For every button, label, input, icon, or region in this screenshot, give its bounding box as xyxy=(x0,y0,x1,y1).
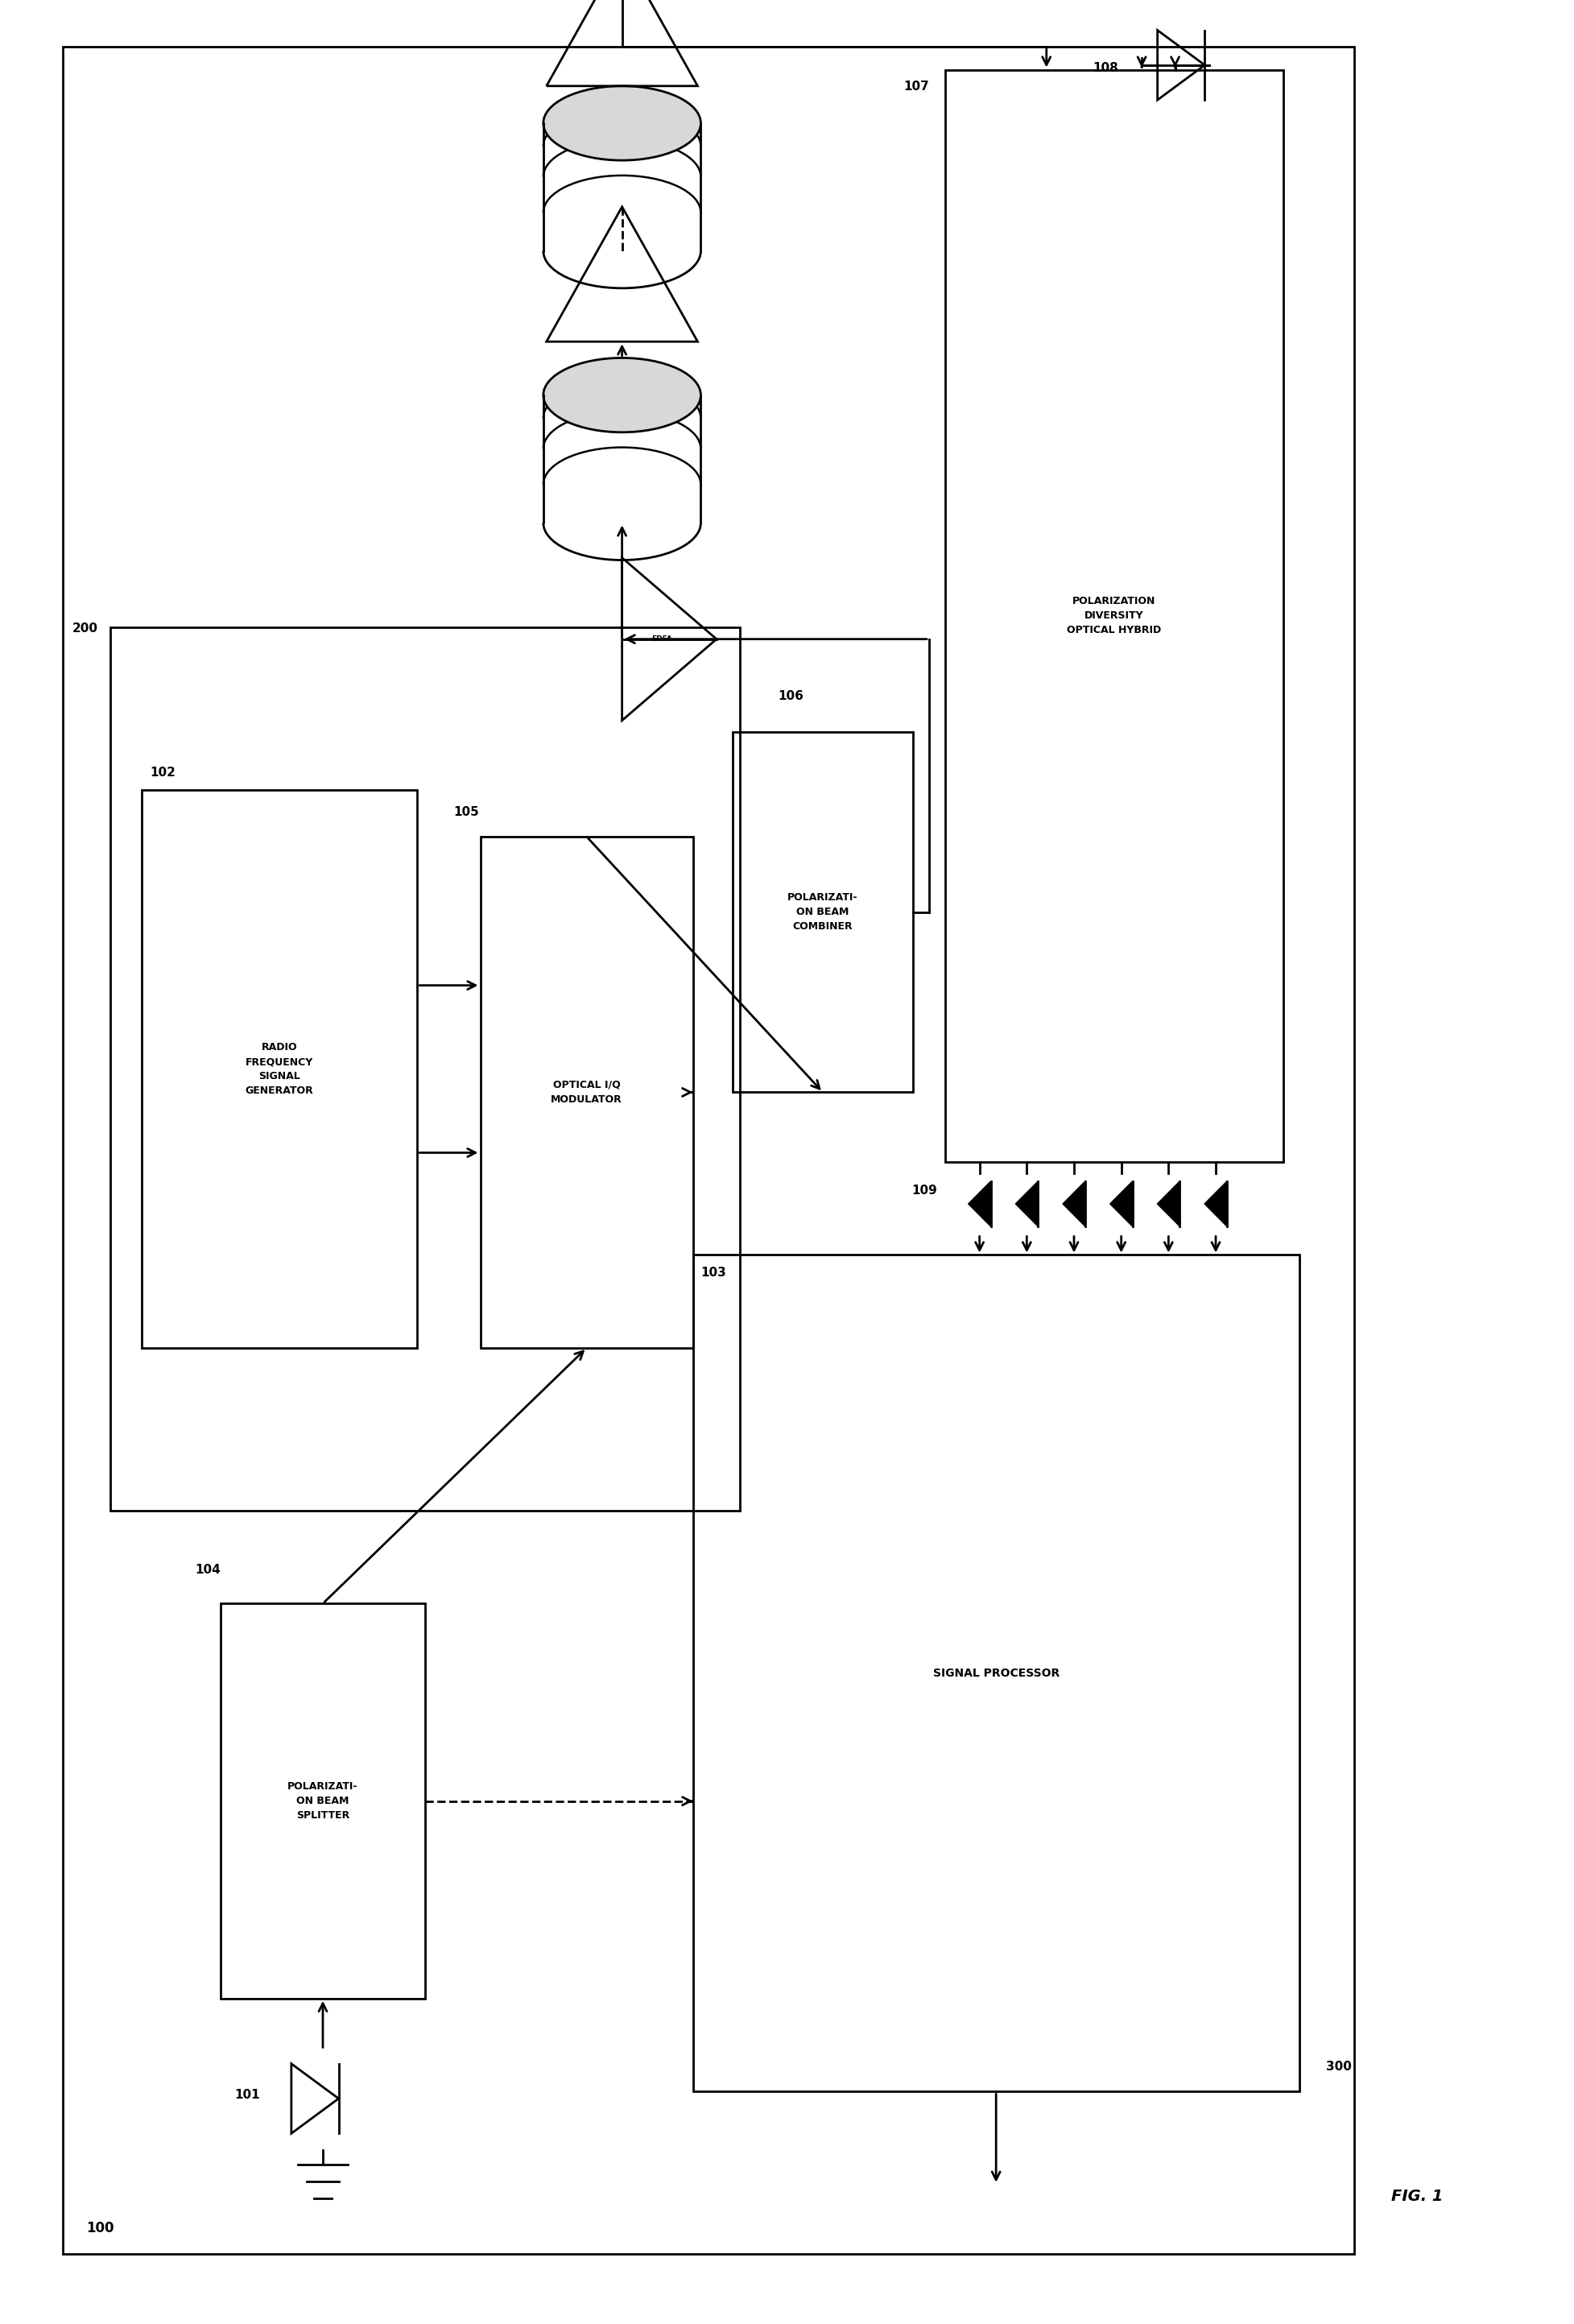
Text: 104: 104 xyxy=(195,1564,220,1576)
Text: 108: 108 xyxy=(1092,63,1118,74)
Text: 100: 100 xyxy=(87,2222,115,2236)
Bar xyxy=(944,70,1283,1162)
Bar xyxy=(480,837,693,1348)
Polygon shape xyxy=(1204,1181,1226,1227)
Ellipse shape xyxy=(543,86,700,160)
Text: 101: 101 xyxy=(235,2089,260,2101)
Polygon shape xyxy=(1110,1181,1132,1227)
Text: 106: 106 xyxy=(778,690,803,702)
Bar xyxy=(142,790,417,1348)
Polygon shape xyxy=(1062,1181,1084,1227)
Text: POLARIZATION
DIVERSITY
OPTICAL HYBRID: POLARIZATION DIVERSITY OPTICAL HYBRID xyxy=(1067,597,1160,634)
Text: POLARIZATI-
ON BEAM
COMBINER: POLARIZATI- ON BEAM COMBINER xyxy=(787,892,858,932)
Text: FIG. 1: FIG. 1 xyxy=(1391,2189,1442,2203)
Text: 300: 300 xyxy=(1325,2061,1350,2073)
Text: 102: 102 xyxy=(150,767,175,779)
Text: SIGNAL PROCESSOR: SIGNAL PROCESSOR xyxy=(932,1669,1059,1678)
Text: OPTICAL I/Q
MODULATOR: OPTICAL I/Q MODULATOR xyxy=(551,1081,622,1104)
Polygon shape xyxy=(1157,1181,1179,1227)
Bar xyxy=(220,1604,425,1999)
Text: EDFA: EDFA xyxy=(652,634,672,644)
Bar xyxy=(732,732,913,1092)
Text: 107: 107 xyxy=(903,81,929,93)
Bar xyxy=(63,46,1354,2254)
Polygon shape xyxy=(968,1181,990,1227)
Text: 105: 105 xyxy=(453,806,478,818)
Polygon shape xyxy=(1015,1181,1037,1227)
Text: RADIO
FREQUENCY
SIGNAL
GENERATOR: RADIO FREQUENCY SIGNAL GENERATOR xyxy=(246,1041,313,1097)
Ellipse shape xyxy=(543,358,700,432)
Bar xyxy=(110,627,740,1511)
Text: 200: 200 xyxy=(72,623,98,634)
Text: POLARIZATI-
ON BEAM
SPLITTER: POLARIZATI- ON BEAM SPLITTER xyxy=(288,1783,357,1820)
Text: 103: 103 xyxy=(700,1267,726,1278)
Text: 109: 109 xyxy=(911,1185,937,1197)
Bar xyxy=(693,1255,1299,2092)
